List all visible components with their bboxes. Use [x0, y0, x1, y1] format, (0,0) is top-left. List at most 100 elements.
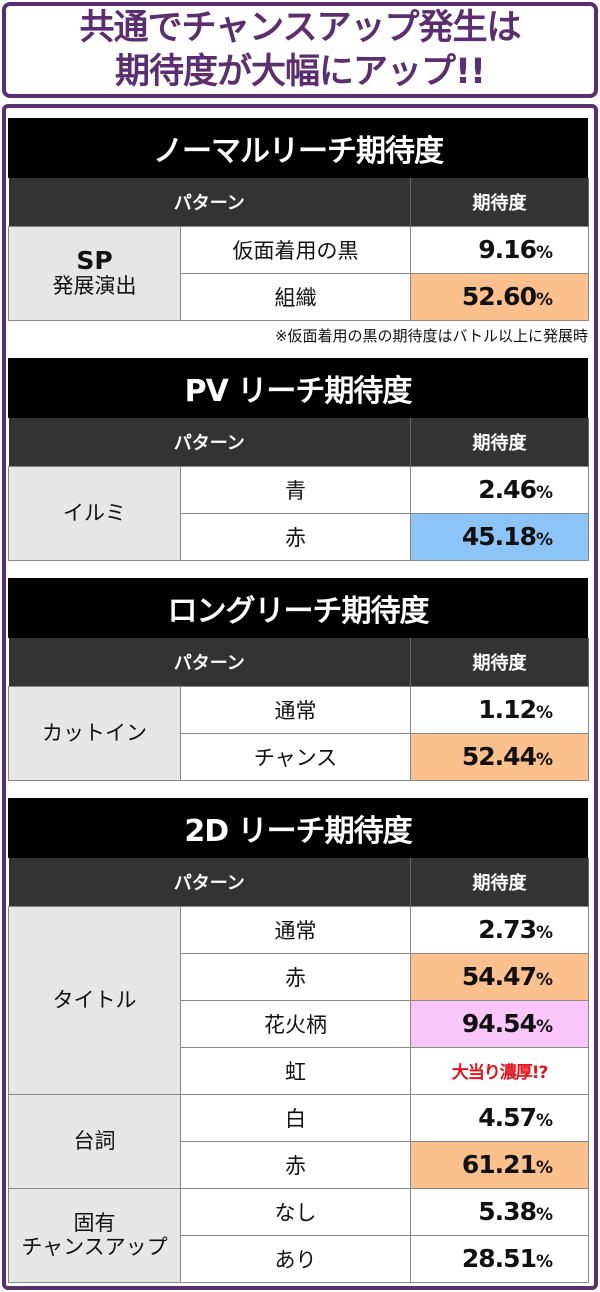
header-pattern: パターン: [8, 418, 412, 466]
header-expectation: 期待度: [410, 178, 590, 226]
percent-unit: %: [535, 1205, 553, 1225]
group-label: 固有 チャンスアップ: [8, 1187, 181, 1283]
table-row: 虹 大当り濃厚!?: [9, 1046, 590, 1095]
header-expectation: 期待度: [410, 638, 590, 686]
header-row: パターン 期待度: [8, 418, 590, 466]
group-label: タイトル: [8, 905, 181, 1095]
reach-section: 2D リーチ期待度 パターン 期待度 タイトル 通常 2.73% 赤 54.47% 花火柄 94.…: [8, 798, 590, 1283]
group-label-line: チャンスアップ: [21, 1235, 168, 1259]
expectation-value: 28.51: [461, 1244, 537, 1273]
group-label-line: イルミ: [63, 501, 126, 525]
expectation-value: 54.47: [461, 962, 537, 991]
table-row: タイトル 通常 2.73%: [8, 905, 590, 1095]
percent-unit: %: [535, 750, 553, 770]
headline-banner: 共通でチャンスアップ発生は 期待度が大幅にアップ!!: [2, 2, 598, 98]
pattern-cell: 赤: [179, 952, 412, 1001]
pattern-cell: 組織: [179, 272, 412, 321]
expectation-value: 4.57: [478, 1103, 537, 1132]
table-row: チャンス 52.44%: [9, 732, 590, 781]
expectation-cell: 52.60%: [410, 272, 590, 321]
expectation-value: 52.60: [461, 282, 537, 311]
group-label: SP 発展演出: [8, 225, 181, 321]
header-pattern: パターン: [8, 638, 412, 686]
reach-section: ノーマルリーチ期待度 パターン 期待度 SP 発展演出 仮面着用の黒 9.16% 組織 52.6…: [8, 118, 590, 346]
headline-line-1: 共通でチャンスアップ発生は: [79, 8, 522, 48]
table-row: 赤 61.21%: [9, 1140, 590, 1189]
group-label-line: SP: [76, 246, 113, 275]
expectation-cell: 52.44%: [410, 732, 590, 781]
pattern-cell: 通常: [179, 905, 412, 954]
expectation-value: 2.73: [478, 915, 537, 944]
table-row: 花火柄 94.54%: [9, 999, 590, 1048]
percent-unit: %: [535, 243, 553, 263]
header-pattern: パターン: [8, 178, 412, 226]
expectation-table: パターン 期待度 カットイン 通常 1.12% チャンス 52.44%: [8, 638, 590, 781]
header-row: パターン 期待度: [8, 638, 590, 686]
reach-section: ロングリーチ期待度 パターン 期待度 カットイン 通常 1.12% チャンス 52.44%: [8, 578, 590, 781]
expectation-table: パターン 期待度 イルミ 青 2.46% 赤 45.18%: [8, 418, 590, 561]
header-expectation: 期待度: [410, 858, 590, 906]
expectation-cell: 61.21%: [410, 1140, 590, 1189]
pattern-cell: チャンス: [179, 732, 412, 781]
expectation-cell: 54.47%: [410, 952, 590, 1001]
pattern-cell: 白: [179, 1093, 412, 1142]
expectation-cell: 5.38%: [410, 1187, 590, 1236]
expectation-cell: 大当り濃厚!?: [410, 1046, 590, 1095]
section-title: ノーマルリーチ期待度: [8, 118, 588, 178]
percent-unit: %: [535, 1158, 553, 1178]
table-row: 赤 45.18%: [9, 512, 590, 561]
header-expectation: 期待度: [410, 418, 590, 466]
pattern-cell: 青: [179, 465, 412, 514]
table-row: SP 発展演出 仮面着用の黒 9.16%: [8, 225, 590, 321]
table-row: カットイン 通常 1.12%: [8, 685, 590, 781]
header-row: パターン 期待度: [8, 178, 590, 226]
header-row: パターン 期待度: [8, 858, 590, 906]
headline-line-2: 期待度が大幅にアップ!!: [115, 52, 486, 92]
expectation-table: パターン 期待度 SP 発展演出 仮面着用の黒 9.16% 組織 52.60%: [8, 178, 590, 321]
pattern-cell: 花火柄: [179, 999, 412, 1048]
expectation-table: パターン 期待度 タイトル 通常 2.73% 赤 54.47% 花火柄 94.54% 虹大当り濃厚…: [8, 858, 590, 1283]
percent-unit: %: [535, 703, 553, 723]
table-row: 固有 チャンスアップ なし 5.38%: [8, 1187, 590, 1283]
expectation-cell: 1.12%: [410, 685, 590, 734]
expectation-cell: 45.18%: [410, 512, 590, 561]
group-label: 台詞: [8, 1093, 181, 1189]
pattern-cell: 虹: [179, 1046, 412, 1095]
group-label: イルミ: [8, 465, 181, 561]
expectation-value: 2.46: [478, 475, 537, 504]
table-row: 赤 54.47%: [9, 952, 590, 1001]
percent-unit: %: [535, 483, 553, 503]
percent-unit: %: [535, 923, 553, 943]
expectation-value: 52.44: [461, 742, 537, 771]
group-label-line: 台詞: [73, 1129, 116, 1153]
expectation-value: 1.12: [478, 695, 537, 724]
expectation-value: 94.54: [461, 1009, 537, 1038]
section-title: ロングリーチ期待度: [8, 578, 588, 638]
pattern-cell: 赤: [179, 512, 412, 561]
pattern-cell: なし: [179, 1187, 412, 1236]
expectation-cell: 28.51%: [410, 1234, 590, 1283]
percent-unit: %: [535, 970, 553, 990]
expectation-cell: 9.16%: [410, 225, 590, 274]
group-label-line: タイトル: [52, 988, 137, 1012]
pattern-cell: 通常: [179, 685, 412, 734]
expectation-value: 61.21: [461, 1150, 537, 1179]
expectation-value: 45.18: [461, 522, 537, 551]
percent-unit: %: [535, 1252, 553, 1272]
expectation-value: 5.38: [478, 1197, 537, 1226]
percent-unit: %: [535, 1111, 553, 1131]
expectation-cell: 2.73%: [410, 905, 590, 954]
percent-unit: %: [535, 1017, 553, 1037]
table-row: 台詞 白 4.57%: [8, 1093, 590, 1189]
table-row: 組織 52.60%: [9, 272, 590, 321]
pattern-cell: 赤: [179, 1140, 412, 1189]
section-title: PV リーチ期待度: [8, 358, 588, 418]
expectation-value: 9.16: [478, 235, 537, 264]
reach-section: PV リーチ期待度 パターン 期待度 イルミ 青 2.46% 赤 45.18%: [8, 358, 590, 561]
table-row: イルミ 青 2.46%: [8, 465, 590, 561]
group-label-line: カットイン: [42, 721, 147, 745]
pattern-cell: 仮面着用の黒: [179, 225, 412, 274]
expectation-cell: 94.54%: [410, 999, 590, 1048]
group-label: カットイン: [8, 685, 181, 781]
group-label-line: 発展演出: [52, 274, 137, 298]
